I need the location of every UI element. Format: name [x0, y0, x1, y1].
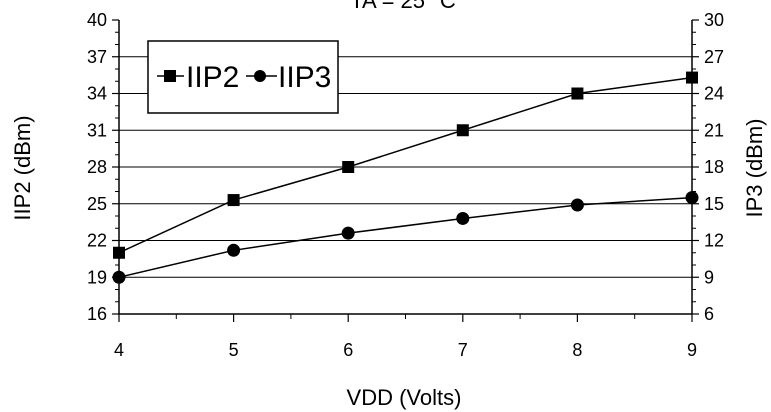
y-left-tick-label: 34 — [87, 84, 107, 104]
x-tick-label: 7 — [458, 340, 468, 360]
legend-box — [147, 40, 339, 114]
data-point-iip2 — [227, 194, 240, 207]
y-axis-right-label: IP3 (dBm) — [742, 118, 767, 217]
data-point-iip2 — [686, 71, 698, 84]
y-right-tick-label: 18 — [704, 157, 724, 177]
x-tick-label: 4 — [114, 340, 124, 360]
data-point-iip2 — [571, 87, 584, 100]
y-left-tick-label: 22 — [87, 231, 107, 251]
data-point-iip3 — [456, 211, 470, 225]
data-point-iip3 — [685, 191, 699, 205]
y-left-tick-label: 37 — [87, 47, 107, 67]
data-point-iip3 — [227, 243, 241, 257]
data-point-iip2 — [113, 246, 125, 259]
y-right-tick-label: 9 — [704, 267, 714, 287]
data-point-iip2 — [456, 124, 469, 137]
data-point-iip2 — [342, 161, 355, 173]
y-right-tick-label: 24 — [704, 84, 724, 104]
legend-iip3-marker — [254, 70, 266, 82]
legend-iip2-marker — [164, 70, 176, 82]
series-line-iip3 — [118, 196, 693, 278]
x-tick-label: 6 — [343, 340, 353, 360]
y-right-tick-label: 21 — [704, 120, 724, 140]
legend: IIP2 IIP3 — [147, 40, 339, 114]
y-right-tick-label: 12 — [704, 231, 724, 251]
y-axis-left-label: IIP2 (dBm) — [10, 115, 35, 220]
data-point-iip3 — [112, 270, 126, 284]
y-left-tick-label: 40 — [87, 10, 107, 30]
y-left-tick-label: 31 — [87, 120, 107, 140]
chart-title: TA = 25 °C — [350, 0, 456, 13]
legend-iip2-label: IIP2 — [186, 61, 239, 94]
y-left-tick-label: 16 — [87, 304, 107, 324]
series-line-iip2 — [118, 76, 693, 254]
y-right-tick-label: 27 — [704, 47, 724, 67]
x-tick-label: 8 — [572, 340, 582, 360]
legend-iip3-label: IIP3 — [278, 61, 331, 94]
y-left-tick-label: 28 — [87, 157, 107, 177]
series-layer — [112, 71, 699, 284]
data-point-iip3 — [341, 226, 355, 240]
x-axis-label: VDD (Volts) — [347, 385, 462, 410]
y-right-tick-label: 15 — [704, 194, 724, 214]
y-right-tick-label: 30 — [704, 10, 724, 30]
x-tick-label: 9 — [687, 340, 697, 360]
x-tick-label: 5 — [229, 340, 239, 360]
data-point-iip3 — [570, 198, 584, 212]
y-left-tick-label: 19 — [87, 267, 107, 287]
y-left-tick-label: 25 — [87, 194, 107, 214]
y-right-tick-label: 6 — [704, 304, 714, 324]
